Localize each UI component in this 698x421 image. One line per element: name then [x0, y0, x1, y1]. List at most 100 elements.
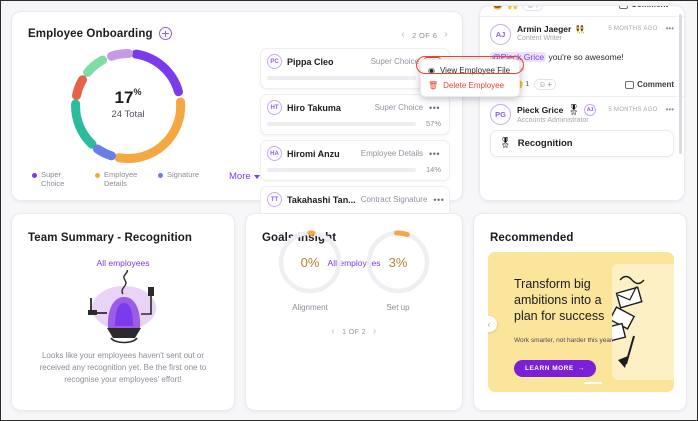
medal-icon: 🎖: [499, 138, 512, 149]
onboarding-donut-chart: 17% 24 Total: [60, 44, 196, 169]
goals-pager: ‹ 1 OF 2 ›: [246, 327, 462, 337]
carousel-prev-button[interactable]: ‹: [488, 316, 497, 332]
legend-dot-icon: [158, 173, 163, 178]
recommended-card: Recommended Transform big ambitions into…: [473, 213, 687, 411]
avatar: HA: [267, 146, 282, 161]
post-author-name[interactable]: Armin Jaeger: [517, 24, 572, 34]
progress-track: [267, 75, 416, 80]
goal-ring-value: 3%: [388, 254, 408, 270]
banner-heading: Transform big ambitions into a plan for …: [514, 277, 605, 323]
learn-more-button[interactable]: LEARN MORE →: [514, 360, 596, 377]
recipient-avatar[interactable]: AJ: [584, 104, 597, 116]
feed-post: PG Pieck Grice 🎖 AJ 5 MONTHS AGO ••• Acc…: [488, 97, 676, 163]
page-title: Employee Onboarding: [28, 27, 153, 40]
prev-page-button[interactable]: ‹: [331, 326, 336, 337]
legend-dot-icon: [32, 173, 37, 178]
arrow-right-icon: →: [577, 365, 585, 372]
avatar: HT: [267, 100, 282, 115]
comment-button[interactable]: Comment: [625, 80, 674, 89]
banner-artwork: [599, 264, 674, 380]
employee-name: Hiro Takuma: [287, 102, 341, 113]
legend-more-button[interactable]: More: [229, 171, 260, 182]
avatar: TT: [267, 192, 282, 207]
trash-icon: 🗑: [428, 80, 439, 90]
post-author-name[interactable]: Pieck Grice: [517, 105, 564, 115]
comment-button-label: Comment: [637, 80, 674, 89]
table-row[interactable]: HA Hiromi Anzu Employee Details ••• 14%: [260, 140, 450, 181]
legend-item-employee-details[interactable]: Employee Details: [95, 170, 144, 188]
legend-more-label: More: [229, 171, 251, 182]
menu-item-label: View Employee File: [439, 66, 511, 75]
learn-more-label: LEARN MORE: [525, 365, 574, 372]
goal-ring-setup: 3% Set up: [364, 228, 432, 312]
row-context-menu[interactable]: ◉ View Employee File 🗑 Delete Employee: [420, 59, 520, 97]
recognition-card: 🎖 Recognition: [490, 130, 674, 157]
post-text: you're so awesome!: [546, 52, 624, 62]
mention-link[interactable]: @Pieck Grice: [490, 52, 547, 62]
donut-percent-value: 17: [114, 88, 134, 107]
comment-button-label[interactable]: Comment: [631, 6, 668, 9]
donut-legend: Super Choice Employee Details Signature …: [32, 170, 260, 188]
goal-ring-value: 0%: [300, 254, 320, 270]
banner-subtext: Work smarter, not harder this year.: [514, 337, 614, 344]
employee-progress-percent: 57%: [425, 119, 441, 128]
progress-track: [267, 167, 416, 172]
feed-scrollbar[interactable]: [679, 14, 682, 154]
reaction-emoji-icon: 🤩: [492, 5, 504, 10]
feed-partial-post: 🤩 🙌 ☺+ Comment: [488, 6, 676, 16]
post-more-menu-button[interactable]: •••: [665, 24, 674, 33]
divider: [480, 16, 684, 17]
legend-item-super-choice[interactable]: Super Choice: [32, 170, 81, 188]
employee-stage: Super Choice: [370, 57, 420, 66]
legend-label: Employee Details: [104, 170, 138, 188]
divider: [480, 96, 684, 97]
post-more-menu-button[interactable]: •••: [665, 105, 674, 114]
promo-banner[interactable]: Transform big ambitions into a plan for …: [488, 252, 674, 392]
chevron-down-icon: [253, 174, 260, 179]
reaction-emoji-icon: 🙌: [507, 5, 519, 10]
onboarding-header: Employee Onboarding: [28, 27, 172, 40]
add-reaction-button[interactable]: ☺+: [534, 79, 557, 90]
goals-filter[interactable]: All employees: [327, 258, 381, 268]
team-summary-filter[interactable]: All employees: [96, 258, 150, 268]
legend-dot-icon: [95, 173, 100, 178]
goals-insight-card: Goals Insight All employees 0% Alignment: [245, 213, 463, 411]
menu-item-label: Delete Employee: [443, 81, 505, 90]
post-timestamp: 5 MONTHS AGO: [608, 107, 658, 113]
row-more-menu-button[interactable]: •••: [429, 148, 440, 159]
row-more-menu-button[interactable]: •••: [429, 102, 440, 113]
smiley-icon: ☺: [538, 80, 547, 89]
avatar[interactable]: PG: [490, 104, 511, 125]
employee-name: Takahashi Tan...: [287, 194, 356, 205]
empty-state-illustration: [88, 270, 156, 344]
prev-page-button[interactable]: ‹: [401, 29, 405, 40]
reaction-count: 1: [525, 81, 530, 88]
comment-icon: [619, 6, 629, 9]
legend-item-signature[interactable]: Signature: [158, 170, 213, 179]
table-row[interactable]: HT Hiro Takuma Super Choice ••• 57%: [260, 94, 450, 135]
legend-label: Super Choice: [41, 170, 65, 188]
medal-icon: 🎖: [567, 104, 581, 116]
goals-rings: 0% Alignment 3% Set up: [246, 228, 462, 312]
post-author-role: Content Writer: [517, 35, 562, 42]
row-more-menu-button[interactable]: •••: [433, 194, 445, 205]
feed-scroll-area[interactable]: 🤩 🙌 ☺+ Comment AJ Armin Jaeger: [480, 6, 684, 200]
menu-item-view-employee-file[interactable]: ◉ View Employee File: [421, 63, 519, 78]
legend-label: Signature: [167, 170, 200, 179]
next-page-button[interactable]: ›: [444, 29, 448, 40]
plus-icon: +: [547, 80, 553, 89]
comment-icon: [625, 80, 635, 89]
goal-ring-label: Set up: [386, 303, 410, 312]
employee-progress-percent: 14%: [425, 165, 441, 174]
plus-circle-icon[interactable]: [158, 27, 172, 40]
donut-center-label: 17% 24 Total: [60, 87, 196, 120]
avatar: PC: [267, 54, 282, 69]
menu-item-delete-employee[interactable]: 🗑 Delete Employee: [421, 78, 519, 93]
avatar[interactable]: AJ: [490, 24, 511, 45]
add-reaction-button[interactable]: ☺+: [522, 6, 544, 11]
goal-ring-label: Alignment: [292, 303, 328, 312]
next-page-button[interactable]: ›: [372, 326, 377, 337]
employee-name: Pippa Cleo: [287, 56, 334, 67]
team-summary-title: Team Summary - Recognition: [28, 232, 193, 244]
